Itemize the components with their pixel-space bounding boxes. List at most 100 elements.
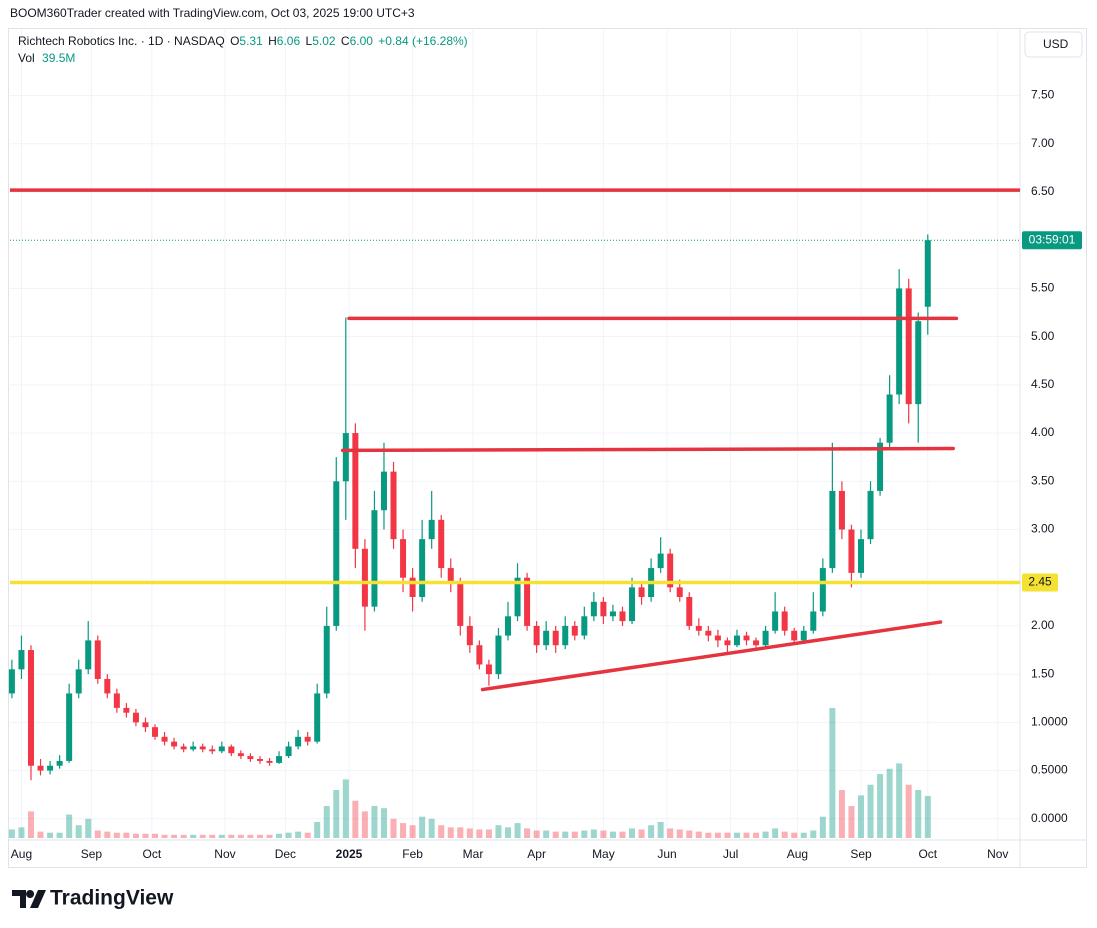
y-tick-label: 3.50 [1031,473,1055,487]
candle-body [772,611,779,631]
candle-body [438,519,445,569]
candle-body [533,625,540,646]
volume-bar [819,816,826,838]
candle-body [457,582,464,626]
volume-bar [810,830,817,838]
volume-bar [285,832,292,838]
candle-body [266,760,273,763]
candle-body [419,539,426,597]
volume-bar [228,834,235,838]
letter: L [306,34,313,48]
candle-body [724,640,731,646]
volume-bar [791,832,798,838]
volume-bar [686,830,693,838]
candle-body [629,587,636,622]
currency-button[interactable] [1024,31,1083,58]
low-value: 5.02 [312,34,336,48]
candle-body [85,640,92,670]
candle-body [333,481,340,626]
x-tick-label: Nov [987,847,1008,861]
volume-bar [56,832,63,838]
countdown: 03:59:01 [1029,232,1076,246]
volume-bar [581,830,588,838]
candle-body [848,529,855,573]
x-tick-label: Mar [463,847,484,861]
volume-bar [838,790,845,838]
candle-body [56,760,63,766]
candle-body [695,625,702,631]
candle-body [94,640,101,679]
vol-title: Vol [18,51,35,65]
x-tick-label: Jul [723,847,738,861]
candle-body [733,635,740,646]
volume-bar [867,784,874,838]
volume-bar [342,779,349,838]
volume-bar [142,833,149,838]
candle-body [314,693,321,742]
x-tick-label: Apr [527,847,546,861]
candle-body [466,625,473,646]
candle-body [609,611,616,617]
candle-body [342,433,349,482]
candle-body [8,669,15,694]
volume-bar [18,827,25,838]
volume-bar [695,831,702,838]
volume-bar [218,834,225,838]
volume-bar [714,832,721,838]
candle-body [581,616,588,636]
volume-bar [113,832,120,838]
candle-body [800,630,807,641]
candle-body [113,693,120,708]
volume-bar [915,790,922,838]
volume-bar [361,811,368,838]
candle-body [791,630,798,641]
volume-bar [352,800,359,838]
volume-bar [524,828,531,838]
y-tick-label: 4.50 [1031,377,1055,391]
candle-body [810,611,817,631]
candle-body [171,741,178,747]
vol-value: 39.5M [42,51,75,65]
volume-bar [667,828,674,838]
volume-bar [295,831,302,838]
candle-body [638,587,645,597]
letter: H [268,34,277,48]
volume-bar [400,823,407,838]
candle-body [714,635,721,641]
candle-body [686,597,693,626]
x-tick-label: Sep [81,847,103,861]
logo: TradingView [12,887,174,910]
y-tick-label: 7.00 [1031,136,1055,150]
candle-body [37,765,44,771]
y-tick-label: 1.0000 [1031,715,1068,729]
volume-bar [428,818,435,838]
volume-bar [743,832,750,838]
volume-bar [199,834,206,838]
volume-bar [609,831,616,838]
volume-bar [66,814,73,838]
candle-body [218,746,225,752]
volume-bar [877,774,884,838]
currency[interactable]: USD [1043,37,1069,51]
volume-bar [800,832,807,838]
candle-body [142,722,149,728]
volume-bar [190,834,197,838]
x-tick-label: Dec [275,847,296,861]
volume-bar [781,831,788,838]
candle-body [304,736,311,742]
volume-bar [476,829,483,838]
candle-body [667,553,674,588]
volume-bar [390,818,397,838]
x-tick-label: Jun [657,847,676,861]
volume-bar [762,831,769,838]
volume-bar [104,831,111,838]
volume-bar [180,834,187,838]
volume-bar [94,830,101,838]
volume-bar [85,818,92,838]
candle-body [857,539,864,573]
candle-body [514,577,521,617]
candle-body [829,490,836,569]
volume-bar [705,832,712,838]
